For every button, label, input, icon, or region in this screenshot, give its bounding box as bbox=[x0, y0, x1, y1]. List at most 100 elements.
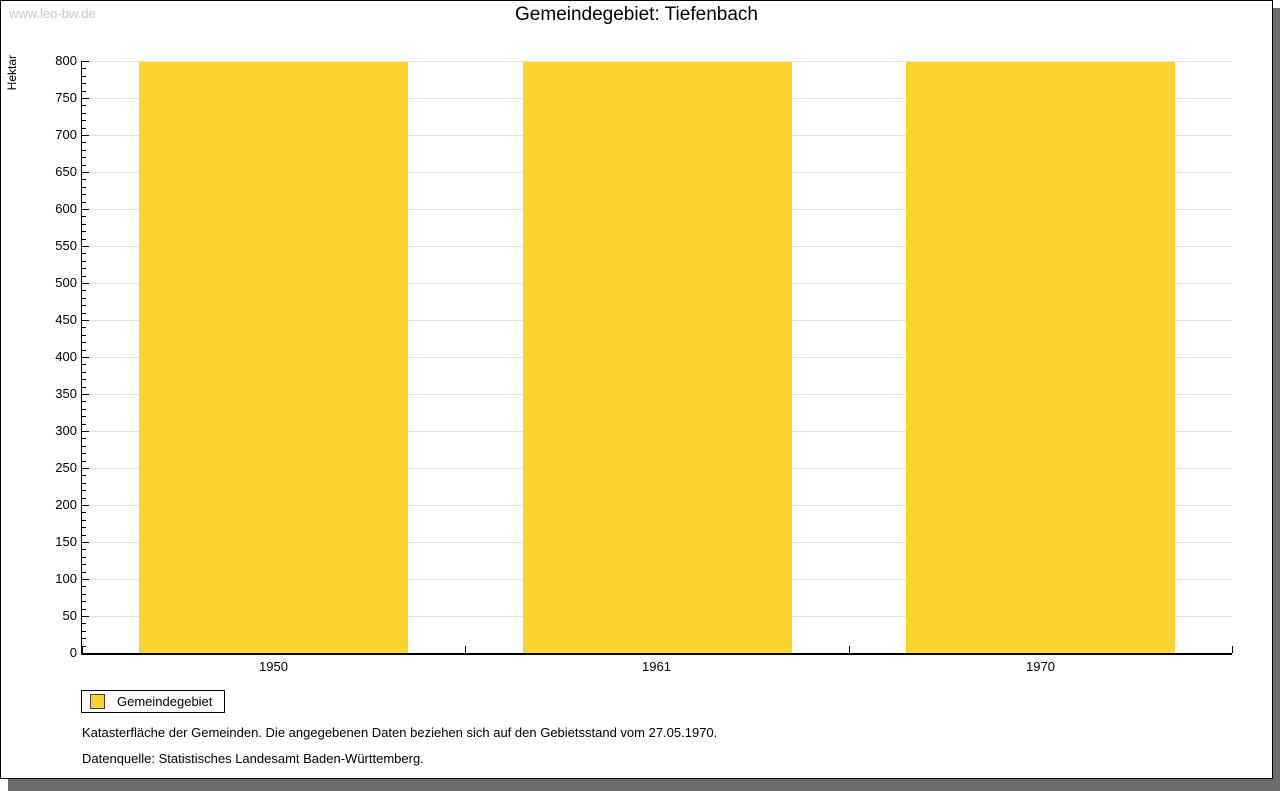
y-minor-tick bbox=[82, 261, 86, 262]
y-tick-label: 550 bbox=[55, 238, 77, 253]
y-minor-tick bbox=[82, 424, 86, 425]
y-major-tick bbox=[82, 209, 89, 210]
legend: Gemeindegebiet bbox=[81, 690, 226, 713]
chart-title: Gemeindegebiet: Tiefenbach bbox=[515, 4, 758, 25]
y-minor-tick bbox=[82, 83, 86, 84]
y-minor-tick bbox=[82, 76, 86, 77]
y-major-tick bbox=[82, 542, 89, 543]
x-tick-label: 1961 bbox=[642, 659, 671, 674]
y-minor-tick bbox=[82, 490, 86, 491]
data-source: Datenquelle: Statistisches Landesamt Bad… bbox=[82, 751, 424, 766]
y-tick-label: 450 bbox=[55, 312, 77, 327]
y-minor-tick bbox=[82, 202, 86, 203]
y-minor-tick bbox=[82, 298, 86, 299]
y-minor-tick bbox=[82, 372, 86, 373]
y-minor-tick bbox=[82, 638, 86, 639]
y-tick-label: 750 bbox=[55, 90, 77, 105]
y-minor-tick bbox=[82, 364, 86, 365]
bar-1970 bbox=[906, 62, 1175, 653]
x-tick bbox=[82, 646, 83, 653]
y-minor-tick bbox=[82, 91, 86, 92]
y-minor-tick bbox=[82, 239, 86, 240]
y-tick-label: 650 bbox=[55, 164, 77, 179]
y-minor-tick bbox=[82, 401, 86, 402]
y-tick-label: 800 bbox=[55, 53, 77, 68]
y-minor-tick bbox=[82, 586, 86, 587]
y-minor-tick bbox=[82, 623, 86, 624]
y-minor-tick bbox=[82, 150, 86, 151]
y-tick-label: 50 bbox=[62, 608, 77, 623]
y-minor-tick bbox=[82, 483, 86, 484]
y-minor-tick bbox=[82, 387, 86, 388]
y-minor-tick bbox=[82, 557, 86, 558]
legend-swatch bbox=[90, 694, 105, 709]
y-tick-label: 0 bbox=[69, 645, 77, 660]
y-minor-tick bbox=[82, 335, 86, 336]
y-minor-tick bbox=[82, 379, 86, 380]
y-minor-tick bbox=[82, 564, 86, 565]
frame-shadow-right bbox=[1273, 8, 1280, 791]
y-minor-tick bbox=[82, 453, 86, 454]
y-minor-tick bbox=[82, 157, 86, 158]
legend-label: Gemeindegebiet bbox=[117, 694, 213, 709]
y-major-tick bbox=[82, 61, 89, 62]
y-major-tick bbox=[82, 135, 89, 136]
y-minor-tick bbox=[82, 409, 86, 410]
y-minor-tick bbox=[82, 350, 86, 351]
y-minor-tick bbox=[82, 142, 86, 143]
y-minor-tick bbox=[82, 549, 86, 550]
x-tick bbox=[1232, 646, 1233, 653]
y-minor-tick bbox=[82, 268, 86, 269]
x-tick-label: 1970 bbox=[1026, 659, 1055, 674]
y-minor-tick bbox=[82, 313, 86, 314]
y-tick-label: 100 bbox=[55, 571, 77, 586]
y-minor-tick bbox=[82, 438, 86, 439]
bar-1950 bbox=[139, 62, 408, 653]
y-minor-tick bbox=[82, 609, 86, 610]
chart-panel: www.leo-bw.de Gemeindegebiet: Tiefenbach… bbox=[0, 0, 1273, 779]
y-major-tick bbox=[82, 579, 89, 580]
y-minor-tick bbox=[82, 290, 86, 291]
y-tick-label: 600 bbox=[55, 201, 77, 216]
footnote: Katasterfläche der Gemeinden. Die angege… bbox=[82, 725, 718, 740]
y-minor-tick bbox=[82, 194, 86, 195]
y-major-tick bbox=[82, 357, 89, 358]
y-tick-label: 300 bbox=[55, 423, 77, 438]
y-tick-label: 150 bbox=[55, 534, 77, 549]
y-minor-tick bbox=[82, 461, 86, 462]
y-minor-tick bbox=[82, 216, 86, 217]
plot-area: 0 50 100 150 200 250 300 350 400 450 500 550 600 650 7… bbox=[55, 53, 1233, 674]
y-major-tick bbox=[82, 98, 89, 99]
y-minor-tick bbox=[82, 113, 86, 114]
y-minor-tick bbox=[82, 105, 86, 106]
y-minor-tick bbox=[82, 120, 86, 121]
x-tick bbox=[849, 646, 850, 653]
grid-line bbox=[82, 61, 1232, 62]
y-minor-tick bbox=[82, 305, 86, 306]
y-major-tick bbox=[82, 172, 89, 173]
y-minor-tick bbox=[82, 512, 86, 513]
y-minor-tick bbox=[82, 342, 86, 343]
y-minor-tick bbox=[82, 68, 86, 69]
watermark: www.leo-bw.de bbox=[9, 6, 96, 21]
y-major-tick bbox=[82, 394, 89, 395]
y-tick-label: 250 bbox=[55, 460, 77, 475]
y-major-tick bbox=[82, 505, 89, 506]
y-minor-tick bbox=[82, 475, 86, 476]
y-minor-tick bbox=[82, 224, 86, 225]
x-tick-label: 1950 bbox=[259, 659, 288, 674]
y-minor-tick bbox=[82, 594, 86, 595]
y-major-tick bbox=[82, 468, 89, 469]
y-minor-tick bbox=[82, 520, 86, 521]
y-minor-tick bbox=[82, 631, 86, 632]
y-minor-tick bbox=[82, 179, 86, 180]
y-tick-label: 400 bbox=[55, 349, 77, 364]
y-minor-tick bbox=[82, 646, 86, 647]
y-minor-tick bbox=[82, 128, 86, 129]
y-major-tick bbox=[82, 431, 89, 432]
y-minor-tick bbox=[82, 572, 86, 573]
y-minor-tick bbox=[82, 416, 86, 417]
y-major-tick bbox=[82, 616, 89, 617]
x-tick bbox=[465, 646, 466, 653]
y-axis-title: Hektar bbox=[5, 55, 19, 91]
